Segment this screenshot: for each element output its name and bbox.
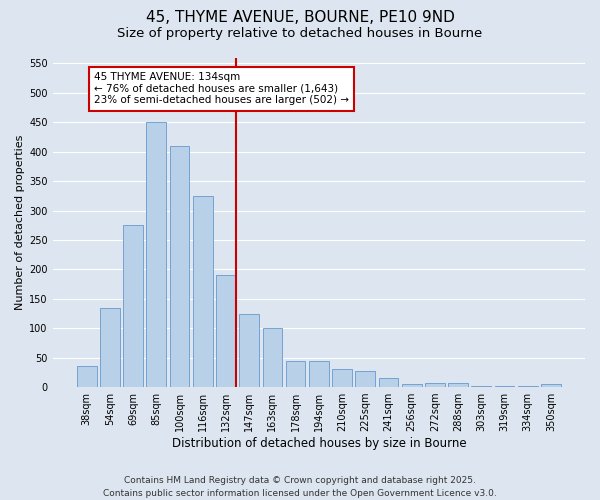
Bar — [239, 314, 259, 387]
Bar — [494, 386, 514, 387]
Bar — [123, 225, 143, 387]
Text: Contains HM Land Registry data © Crown copyright and database right 2025.
Contai: Contains HM Land Registry data © Crown c… — [103, 476, 497, 498]
Bar — [100, 308, 120, 387]
Text: 45, THYME AVENUE, BOURNE, PE10 9ND: 45, THYME AVENUE, BOURNE, PE10 9ND — [146, 10, 454, 25]
Bar — [541, 384, 561, 387]
Bar — [518, 386, 538, 387]
Bar — [425, 383, 445, 387]
Bar — [193, 196, 212, 387]
Text: 45 THYME AVENUE: 134sqm
← 76% of detached houses are smaller (1,643)
23% of semi: 45 THYME AVENUE: 134sqm ← 76% of detache… — [94, 72, 349, 106]
Bar — [309, 360, 329, 387]
Bar — [402, 384, 422, 387]
Bar — [77, 366, 97, 387]
Bar — [216, 276, 236, 387]
Y-axis label: Number of detached properties: Number of detached properties — [15, 134, 25, 310]
Bar — [448, 383, 468, 387]
Bar — [286, 360, 305, 387]
X-axis label: Distribution of detached houses by size in Bourne: Distribution of detached houses by size … — [172, 437, 466, 450]
Text: Size of property relative to detached houses in Bourne: Size of property relative to detached ho… — [118, 28, 482, 40]
Bar — [146, 122, 166, 387]
Bar — [170, 146, 190, 387]
Bar — [379, 378, 398, 387]
Bar — [263, 328, 282, 387]
Bar — [332, 370, 352, 387]
Bar — [472, 386, 491, 387]
Bar — [355, 370, 375, 387]
